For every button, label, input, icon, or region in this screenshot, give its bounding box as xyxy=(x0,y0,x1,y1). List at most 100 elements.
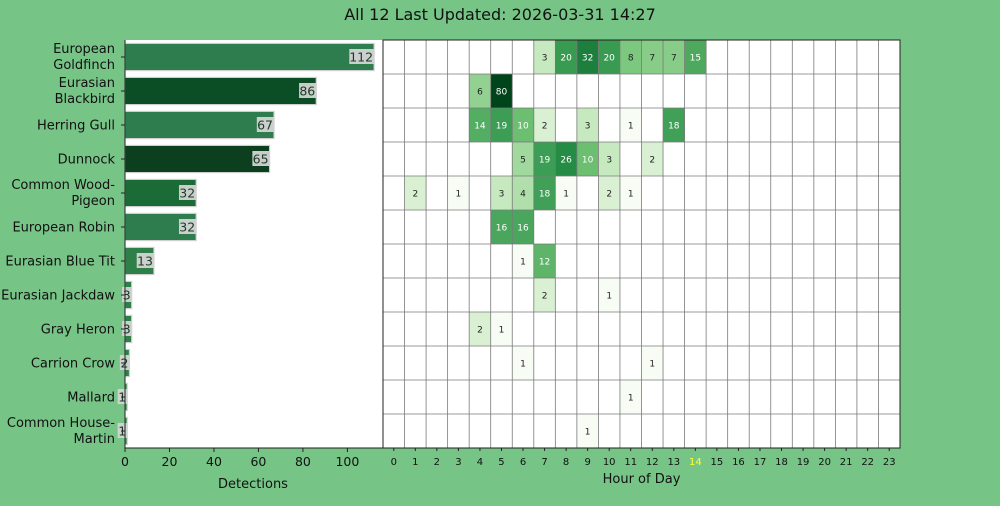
heat-cell-value: 1 xyxy=(563,190,569,200)
hour-tick-label: 23 xyxy=(883,457,896,468)
heat-cell xyxy=(490,176,513,210)
bar-value-label-bg xyxy=(136,253,154,268)
heat-cell xyxy=(533,108,556,142)
heat-cell-value: 2 xyxy=(477,326,483,336)
hour-tick-label: 22 xyxy=(861,457,874,468)
heat-cell-value: 20 xyxy=(603,54,615,64)
heat-cell xyxy=(663,40,685,74)
heat-cell xyxy=(512,142,534,176)
x-tick-label: 80 xyxy=(295,454,311,469)
category-label: European Robin xyxy=(12,221,115,236)
hour-tick-label: 18 xyxy=(775,457,788,468)
bar-value-label-bg xyxy=(122,287,132,302)
heat-cell xyxy=(641,142,664,176)
hour-tick-label: 19 xyxy=(797,457,810,468)
category-label-line: European Robin xyxy=(12,221,115,236)
heat-cell xyxy=(576,108,599,142)
heat-cell-value: 7 xyxy=(649,54,655,64)
heat-cell-value: 3 xyxy=(542,54,548,64)
x-tick-label: 40 xyxy=(206,454,222,469)
category-label: European Goldfinch xyxy=(53,42,115,73)
heat-cell-value: 1 xyxy=(649,360,655,370)
heat-cell-value: 6 xyxy=(477,88,483,98)
heat-cell xyxy=(512,210,534,244)
heat-cell-value: 80 xyxy=(496,88,508,98)
heat-cell xyxy=(469,108,491,142)
heat-cell xyxy=(490,74,513,108)
bar-value-label: 3 xyxy=(123,288,131,303)
heat-cell xyxy=(533,244,556,278)
heat-cell-value: 18 xyxy=(668,122,680,132)
heat-cell-value: 5 xyxy=(520,156,526,166)
bar-value-label: 3 xyxy=(123,322,131,337)
heat-cell-value: 8 xyxy=(628,54,634,64)
heat-cell xyxy=(533,278,556,312)
heat-cell-value: 15 xyxy=(690,54,701,64)
heat-cell-value: 14 xyxy=(474,122,486,132)
bar xyxy=(124,42,375,72)
heat-cell xyxy=(533,142,556,176)
hour-tick-label: 12 xyxy=(646,457,659,468)
category-label-line: Mallard xyxy=(67,391,115,406)
category-label-line: Dunnock xyxy=(58,153,116,168)
heat-cell xyxy=(619,40,642,74)
chart-title: All 12 Last Updated: 2026-03-31 14:27 xyxy=(344,5,656,24)
category-label: Common Wood-Pigeon xyxy=(11,178,115,209)
category-label-line: Eurasian Blue Tit xyxy=(5,255,115,270)
category-label-line: European xyxy=(53,42,115,57)
category-label: Herring Gull xyxy=(37,119,115,134)
bar xyxy=(124,144,271,174)
heat-cell xyxy=(576,142,599,176)
bar xyxy=(124,110,275,140)
x-tick-label: 100 xyxy=(335,454,359,469)
heat-cell-value: 19 xyxy=(496,122,508,132)
heat-cell xyxy=(576,40,599,74)
hour-tick-label: 21 xyxy=(840,457,853,468)
heat-cell-value: 10 xyxy=(517,122,529,132)
category-label: Common House-Martin xyxy=(7,416,115,447)
heat-cell xyxy=(641,40,664,74)
bar-value-label-bg xyxy=(122,321,132,336)
heat-cell xyxy=(555,40,577,74)
heat-cell xyxy=(663,108,685,142)
category-label-line: Common Wood- xyxy=(11,178,115,193)
category-label: Eurasian Jackdaw xyxy=(1,289,115,304)
heat-cell xyxy=(512,346,534,380)
category-label: Mallard xyxy=(67,391,115,406)
hour-tick-label: 11 xyxy=(624,457,637,468)
hour-tick-label: 10 xyxy=(603,457,616,468)
category-label: Dunnock xyxy=(58,153,116,168)
bar-value-label: 65 xyxy=(253,152,269,167)
heat-cell xyxy=(576,414,599,448)
heat-cell xyxy=(533,176,556,210)
bar xyxy=(124,76,317,106)
heat-cell xyxy=(469,74,491,108)
heat-cell xyxy=(447,176,470,210)
heat-cell xyxy=(619,380,642,414)
category-label-line: Eurasian Jackdaw xyxy=(1,289,115,304)
heat-cell-value: 16 xyxy=(517,224,529,234)
hour-tick-label: 8 xyxy=(563,457,569,468)
heat-cell xyxy=(641,346,664,380)
heat-cell xyxy=(404,176,427,210)
heat-cell-value: 16 xyxy=(496,224,508,234)
category-label-line: Martin xyxy=(74,432,115,447)
bar-value-label-bg xyxy=(256,117,275,132)
heat-cell-value: 4 xyxy=(520,190,526,200)
hour-tick-label: 9 xyxy=(584,457,590,468)
heat-cell-value: 20 xyxy=(560,54,572,64)
heat-cell xyxy=(469,312,491,346)
heatmap-x-axis-label: Hour of Day xyxy=(603,472,681,487)
heat-cell-value: 1 xyxy=(520,258,526,268)
x-tick-label: 0 xyxy=(121,454,129,469)
heat-cell xyxy=(555,176,577,210)
category-label-line: Common House- xyxy=(7,416,115,431)
hour-tick-label: 3 xyxy=(455,457,461,468)
category-label-line: Carrion Crow xyxy=(31,357,116,372)
heat-cell-value: 1 xyxy=(585,428,591,438)
hour-tick-label: 4 xyxy=(477,457,483,468)
heat-cell-value: 1 xyxy=(628,122,634,132)
hour-tick-label: 7 xyxy=(541,457,547,468)
bar-value-label-bg xyxy=(178,185,197,200)
